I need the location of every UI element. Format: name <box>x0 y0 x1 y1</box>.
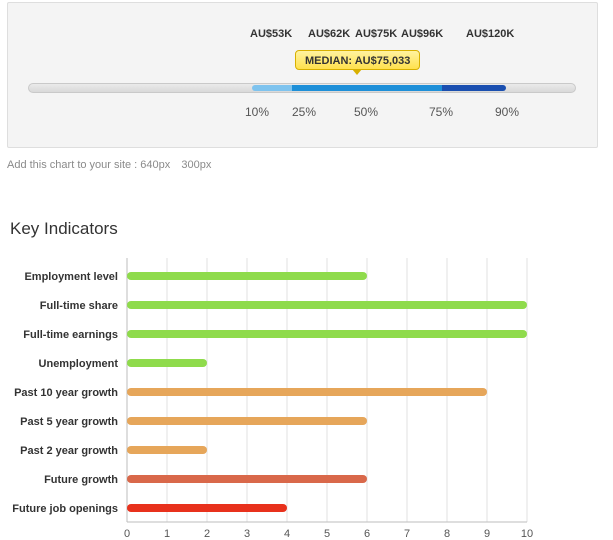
x-tick-label: 2 <box>204 528 210 540</box>
category-label: Full-time share <box>40 300 118 312</box>
percentile-50-label: 50% <box>354 105 379 119</box>
salary-p90-value: AU$120K <box>466 28 515 40</box>
salary-band-p10-p25 <box>252 85 292 91</box>
indicator-bar <box>127 301 527 309</box>
indicator-bar <box>127 475 367 483</box>
indicator-bar <box>127 272 367 280</box>
salary-range-panel: AU$53K AU$62K AU$75K AU$96K AU$120K MEDI… <box>7 2 598 148</box>
x-tick-label: 0 <box>124 528 130 540</box>
x-tick-label: 6 <box>364 528 370 540</box>
salary-band-p75-p90 <box>442 85 506 91</box>
median-tooltip: MEDIAN: AU$75,033 <box>295 50 421 70</box>
percentile-75-label: 75% <box>429 105 454 119</box>
category-label: Future job openings <box>12 503 118 515</box>
indicator-bar <box>127 417 367 425</box>
median-tooltip-pointer <box>352 69 362 75</box>
category-label: Unemployment <box>39 358 119 370</box>
embed-chart-line: Add this chart to your site : 640px 300p… <box>7 159 211 171</box>
x-tick-label: 8 <box>444 528 450 540</box>
category-label: Past 10 year growth <box>14 387 118 399</box>
x-tick-label: 4 <box>284 528 290 540</box>
x-tick-label: 5 <box>324 528 330 540</box>
category-label: Past 5 year growth <box>20 416 118 428</box>
salary-p25-value: AU$62K <box>308 28 351 40</box>
salary-band-p25-p75 <box>292 85 442 91</box>
x-tick-label: 1 <box>164 528 170 540</box>
salary-p75-value: AU$96K <box>401 28 444 40</box>
x-tick-label: 9 <box>484 528 490 540</box>
embed-640-option[interactable]: 640px <box>140 159 171 171</box>
salary-p50-value: AU$75K <box>355 28 398 40</box>
percentile-25-label: 25% <box>292 105 317 119</box>
x-tick-label: 3 <box>244 528 250 540</box>
category-label: Full-time earnings <box>23 329 118 341</box>
indicator-bar <box>127 330 527 338</box>
indicator-bar <box>127 504 287 512</box>
embed-300-option[interactable]: 300px <box>181 159 212 171</box>
indicator-bar <box>127 359 207 367</box>
x-tick-label: 10 <box>521 528 533 540</box>
salary-p10-value: AU$53K <box>250 28 293 40</box>
embed-chart-text: Add this chart to your site : <box>7 159 138 171</box>
key-indicators-chart: Employment level Full-time share Full-time… <box>12 258 533 540</box>
category-label: Past 2 year growth <box>20 445 118 457</box>
key-indicators-title: Key Indicators <box>10 219 118 238</box>
category-label: Future growth <box>44 474 118 486</box>
indicator-bar <box>127 446 207 454</box>
x-tick-label: 7 <box>404 528 410 540</box>
percentile-90-label: 90% <box>495 105 520 119</box>
category-label: Employment level <box>24 271 118 283</box>
percentile-10-label: 10% <box>245 105 270 119</box>
indicator-bar <box>127 388 487 396</box>
